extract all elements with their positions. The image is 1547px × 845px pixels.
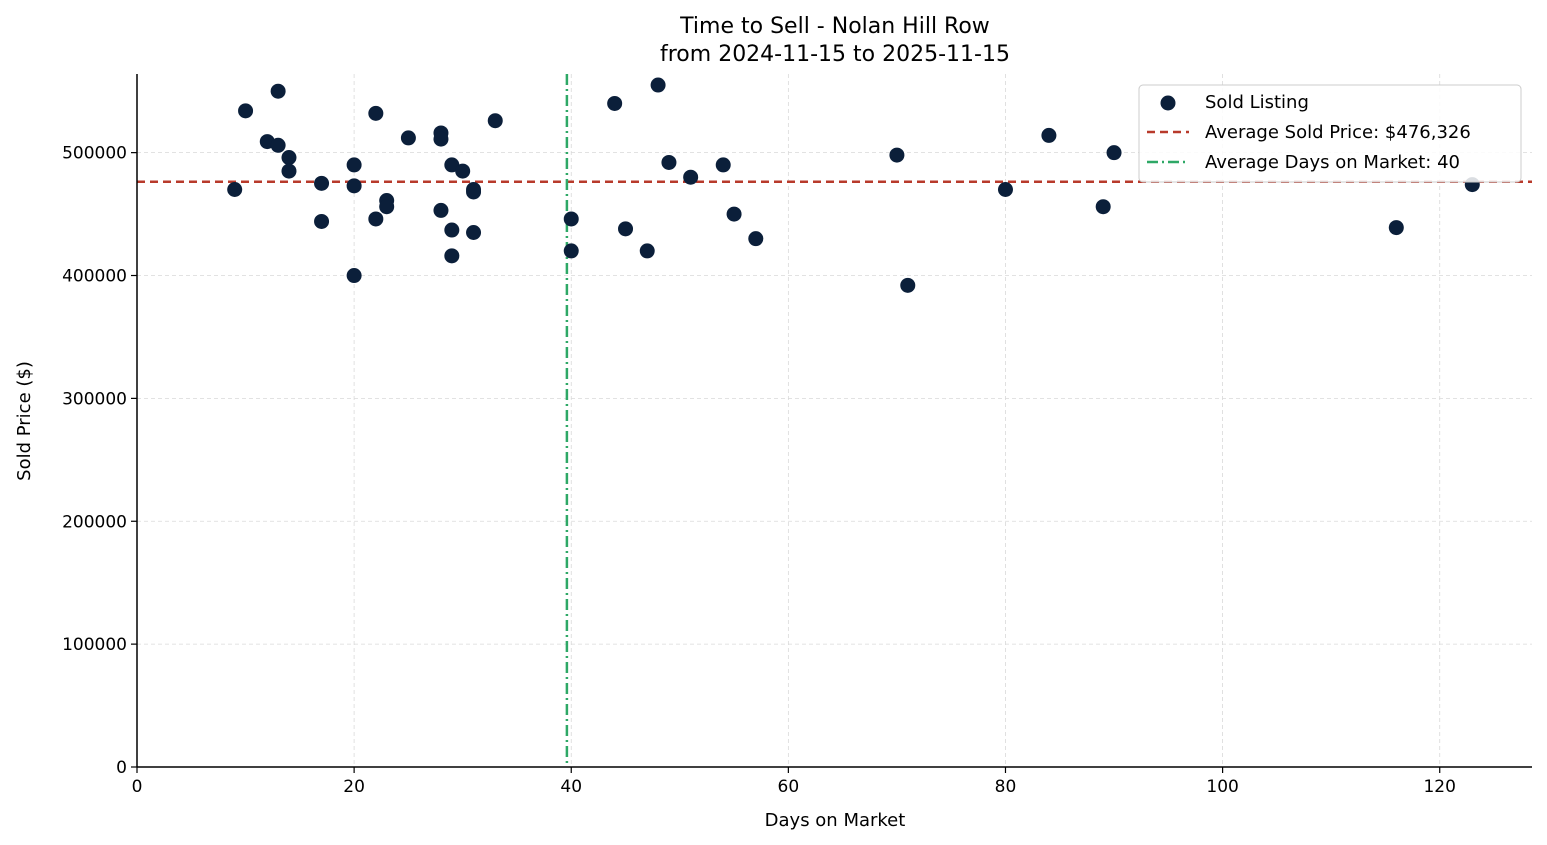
data-point — [270, 83, 286, 99]
y-tick-label: 500000 — [62, 144, 127, 164]
x-ticks: 0 20 40 60 80 100 120 — [132, 767, 1456, 797]
x-tick-label: 100 — [1206, 777, 1238, 797]
legend: Sold Listing Average Sold Price: $476,32… — [1138, 84, 1522, 183]
legend-label-average-price: Average Sold Price: $476,326 — [1205, 122, 1471, 143]
y-tick-label: 0 — [116, 758, 127, 778]
legend-box — [1138, 84, 1522, 183]
data-point — [1041, 127, 1057, 143]
data-points — [227, 77, 1480, 293]
data-point — [618, 221, 634, 237]
legend-marker-sold-listing — [1160, 95, 1176, 111]
data-point — [368, 211, 384, 227]
data-point — [227, 182, 243, 197]
data-point — [455, 163, 471, 179]
data-point — [715, 157, 731, 173]
data-point — [563, 243, 579, 259]
data-point — [683, 169, 699, 185]
data-point — [466, 184, 482, 200]
data-point — [748, 231, 764, 247]
data-point — [314, 213, 330, 229]
legend-label-average-days: Average Days on Market: 40 — [1205, 152, 1460, 173]
chart-subtitle: from 2024-11-15 to 2025-11-15 — [660, 42, 1010, 67]
data-point — [270, 137, 286, 153]
x-tick-label: 0 — [132, 777, 143, 797]
data-point — [433, 131, 449, 147]
data-point — [726, 206, 742, 222]
x-tick-label: 120 — [1423, 777, 1455, 797]
data-point — [433, 202, 449, 218]
y-tick-label: 200000 — [62, 512, 127, 532]
data-point — [281, 150, 297, 166]
data-point — [346, 178, 362, 194]
data-point — [346, 268, 362, 284]
data-point — [900, 277, 916, 293]
data-point — [661, 154, 677, 170]
x-tick-label: 80 — [995, 777, 1017, 797]
data-point — [889, 147, 905, 163]
x-tick-label: 40 — [560, 777, 582, 797]
data-point — [466, 225, 482, 241]
data-point — [444, 222, 460, 238]
data-point — [314, 175, 330, 191]
data-point — [487, 113, 503, 129]
data-point — [563, 211, 579, 227]
x-tick-label: 20 — [343, 777, 365, 797]
data-point — [1106, 145, 1122, 161]
data-point — [444, 248, 460, 264]
legend-label-sold-listing: Sold Listing — [1205, 92, 1309, 113]
chart-title: Time to Sell - Nolan Hill Row — [679, 14, 990, 39]
data-point — [997, 182, 1013, 197]
data-point — [607, 95, 623, 111]
x-tick-label: 60 — [778, 777, 800, 797]
y-tick-label: 300000 — [62, 389, 127, 409]
axes — [136, 74, 1532, 768]
data-point — [400, 130, 416, 146]
data-point — [1388, 220, 1404, 236]
y-tick-label: 400000 — [62, 267, 127, 287]
x-axis-label: Days on Market — [765, 810, 906, 831]
y-ticks: 0 100000 200000 300000 400000 500000 — [62, 144, 137, 778]
data-point — [238, 103, 254, 119]
y-axis-label: Sold Price ($) — [14, 361, 35, 481]
data-point — [639, 243, 655, 259]
data-point — [379, 199, 395, 215]
data-point — [368, 105, 384, 121]
data-point — [346, 157, 362, 173]
y-tick-label: 100000 — [62, 635, 127, 655]
data-point — [1095, 199, 1111, 215]
data-point — [281, 163, 297, 179]
data-point — [650, 77, 666, 93]
